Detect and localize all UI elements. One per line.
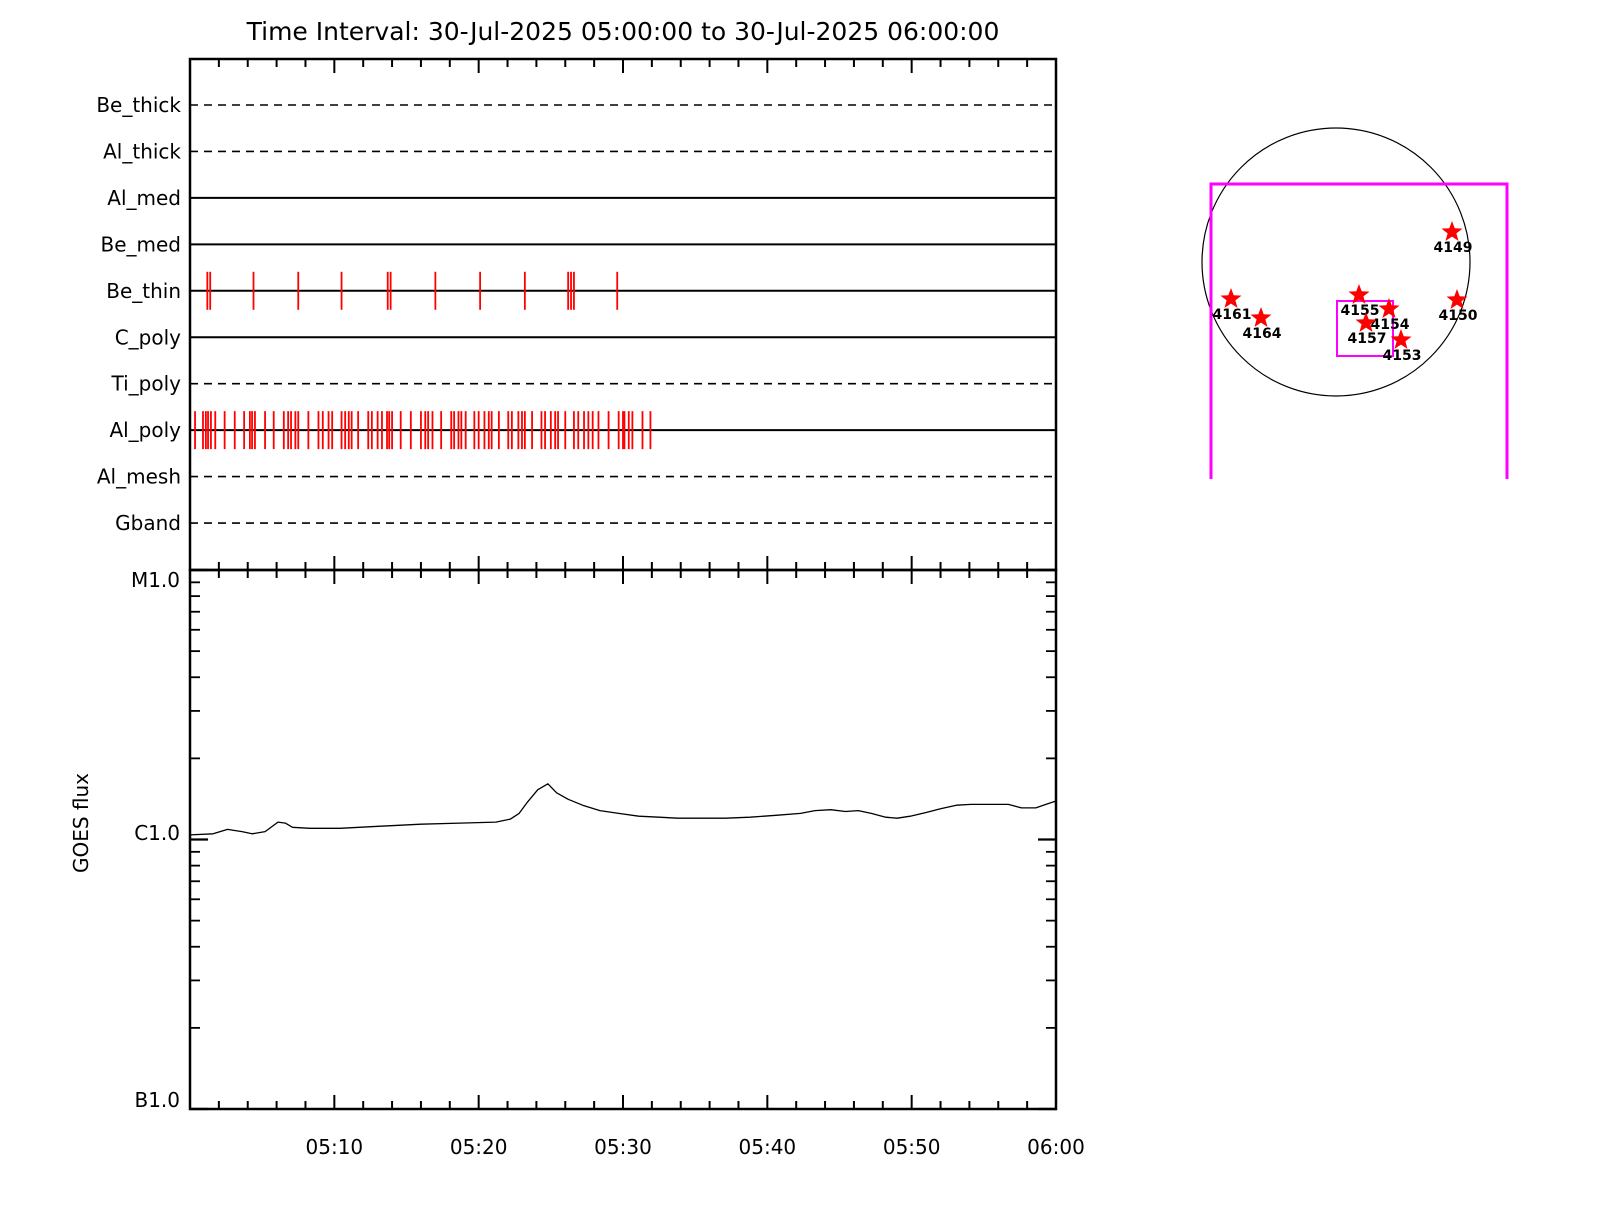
active-region-label-4157: 4157 bbox=[1348, 331, 1387, 347]
filter-row-label-al_thick: Al_thick bbox=[103, 139, 181, 163]
filter-row-label-al_mesh: Al_mesh bbox=[97, 465, 181, 489]
filter-row-label-be_med: Be_med bbox=[100, 232, 181, 256]
active-region-star-4164 bbox=[1250, 307, 1272, 327]
active-region-label-4154: 4154 bbox=[1371, 317, 1410, 333]
active-region-star-4150 bbox=[1446, 289, 1468, 309]
filter-row-label-ti_poly: Ti_poly bbox=[111, 372, 182, 396]
solar-limb-circle bbox=[1201, 127, 1471, 397]
small-fov-box bbox=[1336, 300, 1394, 357]
filter-row-label-gband: Gband bbox=[115, 511, 181, 535]
active-region-star-4157 bbox=[1355, 312, 1377, 332]
filter-timeline-panel: Be_thick Al_thick Al_med Be_med Be_thin C_pol… bbox=[96, 57, 1058, 572]
active-region-star-4155 bbox=[1348, 284, 1370, 304]
goes-flux-panel: M1.0 C1.0 B1.0 05:10 05:20 05:30 05:40 05:50 06:… bbox=[69, 568, 1085, 1159]
filter-row-label-be_thick: Be_thick bbox=[96, 93, 181, 117]
goes-xtick-label-0600: 06:00 bbox=[1027, 1135, 1085, 1159]
filter-row-label-al_poly: Al_poly bbox=[109, 418, 181, 442]
goes-ytick-label-m1.0: M1.0 bbox=[131, 568, 180, 592]
goes-xtick-label-0550: 05:50 bbox=[883, 1135, 941, 1159]
active-region-star-4153 bbox=[1390, 329, 1412, 349]
plot-title: Time Interval: 30-Jul-2025 05:00:00 to 3… bbox=[246, 17, 1000, 46]
goes-ytick-label-b1.0: B1.0 bbox=[134, 1088, 180, 1112]
large-fov-box bbox=[1209, 182, 1509, 479]
active-region-label-4153: 4153 bbox=[1383, 348, 1422, 364]
goes-xtick-label-0540: 05:40 bbox=[739, 1135, 797, 1159]
goes-flux-curve bbox=[189, 783, 1057, 836]
filter-row-label-be_thin: Be_thin bbox=[106, 279, 181, 303]
active-region-label-4150: 4150 bbox=[1439, 308, 1478, 324]
goes-y-axis-title: GOES flux bbox=[69, 773, 93, 873]
filter-row-label-al_med: Al_med bbox=[107, 186, 181, 210]
active-region-star-4161 bbox=[1220, 288, 1242, 308]
active-region-star-4149 bbox=[1441, 221, 1463, 241]
active-region-label-4161: 4161 bbox=[1213, 307, 1252, 323]
goes-xtick-label-0530: 05:30 bbox=[594, 1135, 652, 1159]
active-region-label-4164: 4164 bbox=[1243, 326, 1282, 342]
goes-xtick-label-0510: 05:10 bbox=[306, 1135, 364, 1159]
active-region-label-4155: 4155 bbox=[1341, 303, 1380, 319]
filter-row-label-c_poly: C_poly bbox=[115, 325, 181, 349]
goes-ytick-label-c1.0: C1.0 bbox=[134, 821, 180, 845]
active-region-star-4154 bbox=[1378, 298, 1400, 318]
active-region-label-4149: 4149 bbox=[1434, 240, 1473, 256]
goes-xtick-label-0520: 05:20 bbox=[450, 1135, 508, 1159]
